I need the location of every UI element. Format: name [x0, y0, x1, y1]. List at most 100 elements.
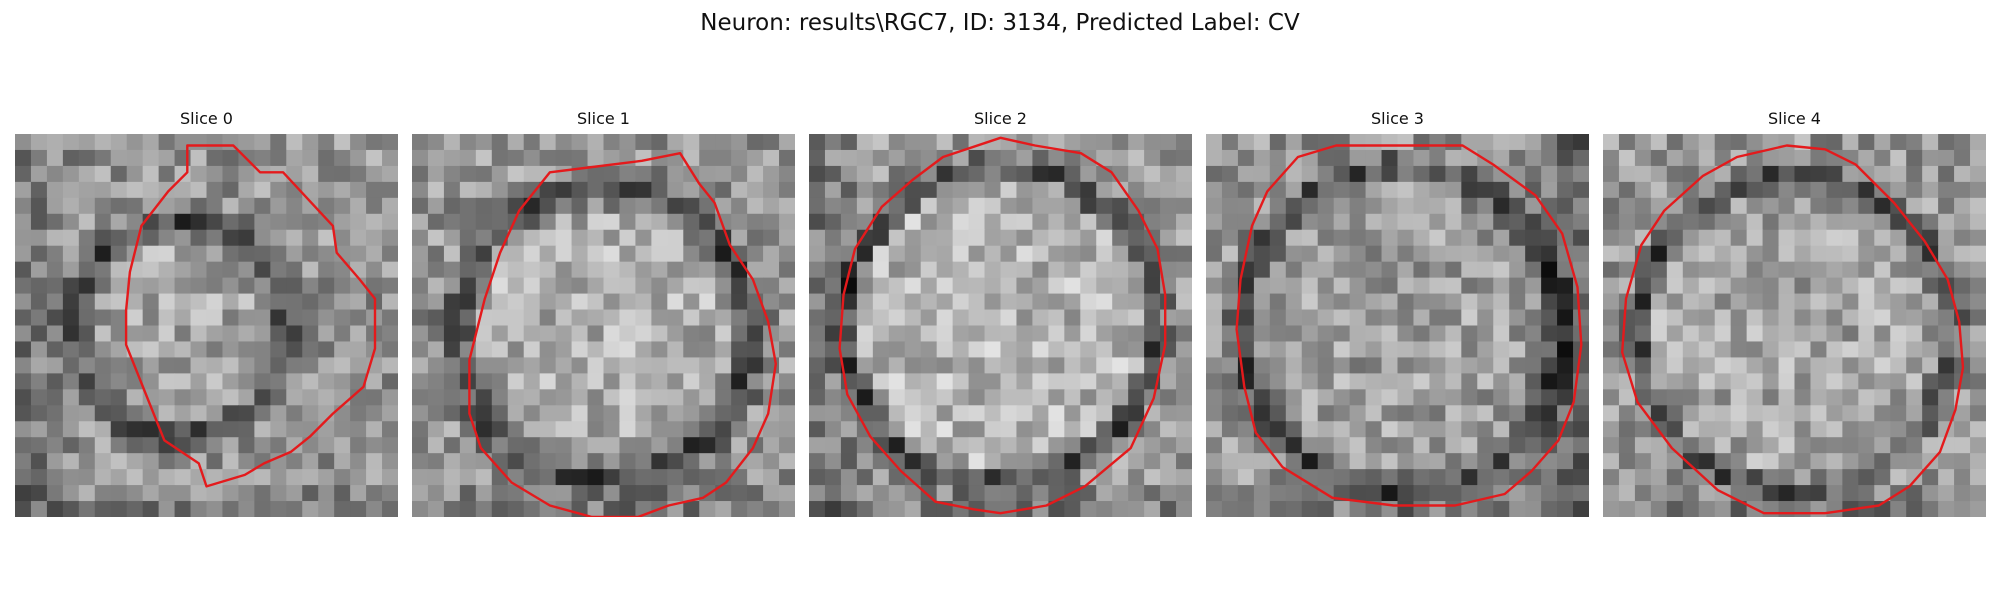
image-pixel: [1000, 197, 1018, 215]
image-pixel: [1509, 373, 1526, 390]
image-pixel: [763, 245, 780, 263]
image-pixel: [635, 165, 652, 183]
image-pixel: [206, 373, 224, 390]
image-pixel: [1176, 213, 1192, 231]
image-pixel: [667, 245, 684, 263]
image-pixel: [1000, 389, 1018, 406]
image-pixel: [1381, 293, 1399, 311]
image-pixel: [651, 357, 668, 374]
image-pixel: [1397, 325, 1415, 343]
image-pixel: [1349, 309, 1367, 327]
image-pixel: [110, 501, 128, 517]
image-pixel: [1317, 453, 1335, 470]
image-pixel: [1746, 134, 1764, 151]
image-pixel: [1794, 261, 1812, 279]
image-pixel: [94, 437, 112, 454]
image-pixel: [1253, 389, 1271, 406]
image-pixel: [1461, 325, 1478, 343]
image-pixel: [1285, 277, 1303, 295]
image-pixel: [1603, 389, 1620, 406]
image-pixel: [1301, 341, 1319, 359]
image-pixel: [1397, 501, 1415, 517]
image-pixel: [30, 245, 48, 263]
image-pixel: [238, 309, 255, 327]
image-pixel: [1413, 149, 1431, 167]
image-pixel: [1365, 469, 1383, 486]
image-pixel: [1301, 421, 1319, 438]
image-pixel: [904, 181, 922, 199]
image-pixel: [30, 165, 48, 183]
image-pixel: [1365, 389, 1383, 406]
image-pixel: [382, 213, 398, 231]
image-pixel: [856, 197, 874, 215]
image-pixel: [126, 485, 144, 502]
image-pixel: [1206, 405, 1223, 422]
image-pixel: [459, 277, 477, 295]
image-pixel: [1890, 293, 1907, 311]
image-pixel: [1826, 149, 1843, 167]
image-pixel: [539, 485, 557, 502]
image-pixel: [427, 421, 445, 438]
image-pixel: [318, 469, 335, 486]
image-pixel: [1762, 389, 1780, 406]
image-pixel: [1541, 469, 1558, 486]
image-pixel: [1096, 213, 1113, 231]
image-pixel: [587, 341, 605, 359]
image-pixel: [412, 229, 429, 247]
image-pixel: [1666, 501, 1684, 517]
image-pixel: [1954, 149, 1971, 167]
image-pixel: [1349, 405, 1367, 422]
image-pixel: [1682, 469, 1700, 486]
image-pixel: [731, 293, 748, 311]
image-pixel: [1429, 421, 1446, 438]
image-pixel: [126, 134, 144, 151]
image-pixel: [1461, 181, 1478, 199]
image-pixel: [1112, 165, 1129, 183]
image-pixel: [350, 149, 367, 167]
image-pixel: [334, 485, 351, 502]
image-pixel: [1128, 277, 1145, 295]
image-pixel: [1573, 389, 1589, 406]
image-pixel: [254, 197, 271, 215]
image-pixel: [1349, 213, 1367, 231]
image-pixel: [46, 134, 64, 151]
image-pixel: [904, 213, 922, 231]
image-pixel: [222, 165, 240, 183]
image-pixel: [1176, 501, 1192, 517]
image-pixel: [1858, 421, 1875, 438]
image-pixel: [174, 261, 192, 279]
image-pixel: [1461, 134, 1478, 151]
image-pixel: [1730, 341, 1748, 359]
image-pixel: [1509, 245, 1526, 263]
image-pixel: [1890, 149, 1907, 167]
image-pixel: [1650, 165, 1668, 183]
image-pixel: [1221, 469, 1239, 486]
image-pixel: [254, 373, 271, 390]
image-pixel: [1080, 405, 1097, 422]
image-pixel: [872, 437, 890, 454]
image-pixel: [1746, 325, 1764, 343]
image-pixel: [1557, 357, 1574, 374]
image-pixel: [1650, 261, 1668, 279]
image-pixel: [1746, 261, 1764, 279]
image-pixel: [1746, 453, 1764, 470]
image-pixel: [94, 501, 112, 517]
image-pixel: [1160, 181, 1177, 199]
image-pixel: [1826, 389, 1843, 406]
image-pixel: [1541, 134, 1558, 151]
image-pixel: [1477, 357, 1494, 374]
image-pixel: [920, 277, 938, 295]
image-pixel: [1333, 469, 1351, 486]
image-pixel: [1922, 309, 1939, 327]
image-pixel: [1253, 134, 1271, 151]
image-pixel: [1493, 373, 1510, 390]
image-pixel: [1048, 261, 1065, 279]
image-pixel: [238, 165, 255, 183]
image-pixel: [1206, 293, 1223, 311]
image-pixel: [78, 293, 96, 311]
image-pixel: [1333, 501, 1351, 517]
image-pixel: [1445, 389, 1462, 406]
image-pixel: [427, 277, 445, 295]
image-pixel: [1618, 453, 1636, 470]
image-pixel: [507, 293, 525, 311]
